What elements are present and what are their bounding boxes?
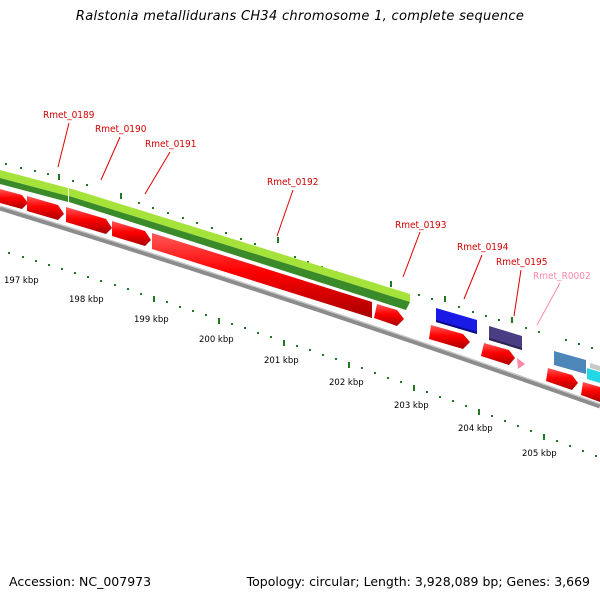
kbp-label-197: 197 kbp	[4, 276, 39, 286]
gene-red-0195[interactable]	[481, 343, 515, 365]
gene-blue-0194[interactable]	[436, 308, 477, 334]
gene-red-0189[interactable]	[0, 189, 28, 209]
kbp-label-203: 203 kbp	[394, 401, 429, 411]
gene-red-0194[interactable]	[429, 325, 470, 349]
gene-red-next-2[interactable]	[581, 382, 600, 402]
gene-track-other	[436, 308, 600, 383]
kbp-label-201: 201 kbp	[264, 356, 299, 366]
kbp-label-200: 200 kbp	[199, 335, 234, 345]
gene-red-0192a[interactable]	[112, 221, 151, 246]
label-rmet-0189[interactable]: Rmet_0189	[43, 110, 95, 121]
kbp-label-199: 199 kbp	[134, 315, 169, 325]
kbp-label-202: 202 kbp	[329, 378, 364, 388]
gene-steelblue[interactable]	[554, 351, 586, 374]
gene-purple-0195[interactable]	[489, 326, 522, 350]
gene-red-next-1[interactable]	[546, 368, 578, 390]
kbp-labels: 197 kbp 198 kbp 199 kbp 200 kbp 201 kbp …	[4, 276, 557, 459]
label-rmet-0192[interactable]: Rmet_0192	[267, 177, 318, 188]
kbp-label-205: 205 kbp	[522, 449, 557, 459]
gene-track-green	[0, 170, 410, 310]
gene-green-0192[interactable]	[69, 188, 410, 302]
outer-scale-ticks	[5, 163, 593, 349]
gene-lightgrey[interactable]	[590, 363, 600, 371]
gene-green-0189[interactable]	[0, 170, 68, 196]
gene-red-0190[interactable]	[27, 196, 64, 220]
kbp-label-204: 204 kbp	[458, 424, 493, 434]
gene-cyan[interactable]	[587, 368, 600, 383]
label-rmet-0194[interactable]: Rmet_0194	[457, 242, 509, 253]
gene-red-0193[interactable]	[374, 304, 404, 326]
rna-pink-R0002[interactable]	[517, 358, 525, 369]
label-rmet-0190[interactable]: Rmet_0190	[95, 124, 147, 135]
accession-text: Accession: NC_007973	[9, 574, 152, 589]
backbone-line	[0, 205, 600, 409]
kbp-label-198: 198 kbp	[69, 295, 104, 305]
map-title: Ralstonia metallidurans CH34 chromosome …	[75, 9, 525, 24]
inner-scale-ticks	[8, 252, 597, 457]
label-rmet-r0002[interactable]: Rmet_R0002	[533, 271, 591, 282]
gene-red-0192b[interactable]	[152, 233, 372, 318]
gene-labels: Rmet_0189 Rmet_0190 Rmet_0191 Rmet_0192 …	[43, 110, 591, 282]
label-rmet-0193[interactable]: Rmet_0193	[395, 220, 446, 231]
label-rmet-0191[interactable]: Rmet_0191	[145, 139, 196, 150]
label-rmet-0195[interactable]: Rmet_0195	[496, 257, 547, 268]
gene-red-0191[interactable]	[66, 207, 112, 234]
topology-stats-text: Topology: circular; Length: 3,928,089 bp…	[246, 574, 590, 589]
gene-track-red	[0, 189, 600, 402]
label-callouts	[57, 122, 561, 326]
